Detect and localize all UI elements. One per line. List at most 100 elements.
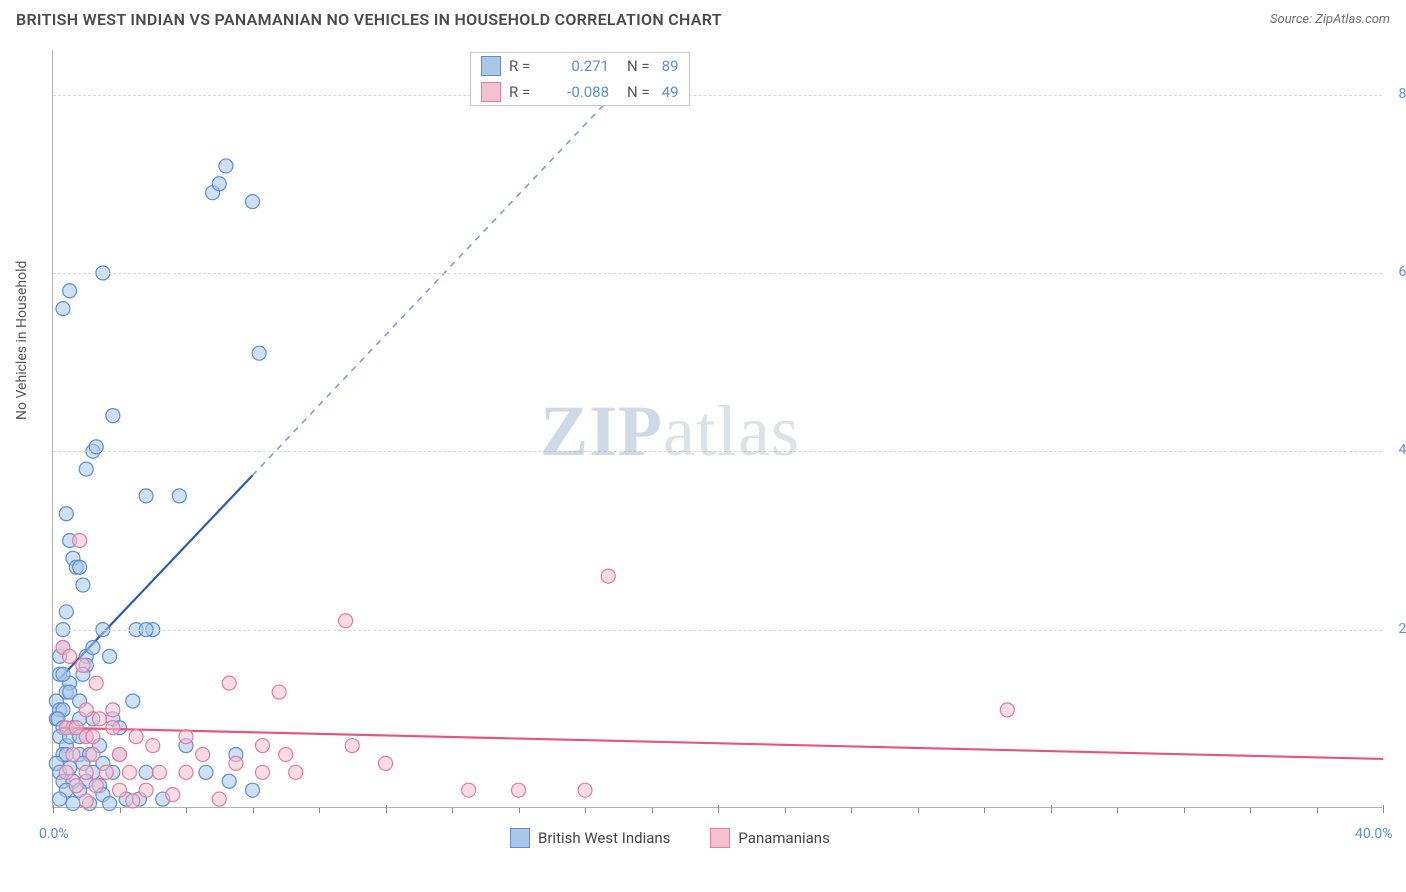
x-tick (386, 805, 387, 813)
data-point (222, 676, 236, 690)
data-point (246, 783, 260, 797)
data-point (89, 676, 103, 690)
data-point (106, 703, 120, 717)
legend-label: Panamanians (738, 829, 829, 847)
data-point (229, 756, 243, 770)
legend-stats-row: R =0.271N =89 (471, 53, 689, 79)
legend-swatch (481, 56, 501, 76)
data-point (272, 685, 286, 699)
x-minor-tick (585, 808, 586, 813)
data-point (179, 730, 193, 744)
data-point (126, 794, 140, 808)
legend-item: British West Indians (510, 828, 670, 848)
data-point (59, 507, 73, 521)
data-point (106, 409, 120, 423)
x-minor-tick (519, 808, 520, 813)
data-point (79, 794, 93, 808)
data-point (246, 195, 260, 209)
n-value: 49 (662, 83, 679, 101)
data-point (279, 747, 293, 761)
y-tick-label: 40.0% (1398, 442, 1406, 458)
r-label: R = (509, 57, 545, 75)
n-label: N = (627, 83, 650, 101)
data-point (212, 177, 226, 191)
data-point (93, 712, 107, 726)
x-tick (1383, 805, 1384, 813)
data-point (172, 489, 186, 503)
data-point (113, 747, 127, 761)
data-point (86, 730, 100, 744)
data-point (601, 569, 615, 583)
y-tick-label: 80.0% (1398, 86, 1406, 102)
source-label: Source: ZipAtlas.com (1270, 12, 1390, 27)
data-point (86, 640, 100, 654)
x-minor-tick (120, 808, 121, 813)
data-point (53, 792, 67, 806)
legend-stats-row: R = -0.088 N = 49 (471, 79, 689, 105)
x-minor-tick (652, 808, 653, 813)
chart-title: BRITISH WEST INDIAN VS PANAMANIAN NO VEH… (16, 10, 722, 29)
x-minor-tick (785, 808, 786, 813)
r-value: -0.088 (553, 83, 609, 101)
n-label: N = (627, 57, 650, 75)
data-point (103, 649, 117, 663)
data-point (255, 765, 269, 779)
data-point (86, 747, 100, 761)
data-point (122, 765, 136, 779)
data-point (79, 765, 93, 779)
data-point (66, 797, 80, 811)
x-minor-tick (984, 808, 985, 813)
data-point (66, 747, 80, 761)
x-minor-tick (253, 808, 254, 813)
scatter-plot (53, 50, 1382, 807)
data-point (219, 159, 233, 173)
data-point (578, 783, 592, 797)
data-point (289, 765, 303, 779)
data-point (69, 779, 83, 793)
data-point (56, 667, 70, 681)
data-point (345, 739, 359, 753)
data-point (76, 578, 90, 592)
legend-stats: R =0.271N =89R =-0.088N =49 (470, 52, 690, 106)
data-point (99, 765, 113, 779)
gridline-h (53, 273, 1382, 274)
trend-line-dash (253, 54, 652, 475)
x-tick (718, 805, 719, 813)
data-point (63, 284, 77, 298)
data-point (1000, 703, 1014, 717)
data-point (59, 605, 73, 619)
data-point (146, 739, 160, 753)
x-minor-tick (452, 808, 453, 813)
data-point (199, 765, 213, 779)
x-minor-tick (319, 808, 320, 813)
data-point (106, 721, 120, 735)
legend-label: British West Indians (538, 829, 670, 847)
data-point (462, 783, 476, 797)
data-point (196, 747, 210, 761)
data-point (166, 788, 180, 802)
x-tick-label: 0.0% (39, 826, 69, 842)
data-point (212, 792, 226, 806)
legend-item: Panamanians (710, 828, 829, 848)
data-point (222, 774, 236, 788)
y-tick-label: 60.0% (1398, 264, 1406, 280)
data-point (76, 658, 90, 672)
legend-swatch (710, 828, 730, 848)
r-label: R = (509, 83, 545, 101)
x-tick (53, 805, 54, 813)
data-point (79, 462, 93, 476)
x-minor-tick (851, 808, 852, 813)
gridline-h (53, 451, 1382, 452)
data-point (73, 533, 87, 547)
data-point (139, 489, 153, 503)
data-point (339, 614, 353, 628)
x-minor-tick (1250, 808, 1251, 813)
data-point (179, 765, 193, 779)
data-point (126, 694, 140, 708)
data-point (139, 783, 153, 797)
data-point (103, 797, 117, 811)
data-point (152, 765, 166, 779)
legend-swatch (510, 828, 530, 848)
x-minor-tick (918, 808, 919, 813)
chart-area: 20.0%40.0%60.0%80.0%0.0%40.0% (52, 50, 1382, 808)
